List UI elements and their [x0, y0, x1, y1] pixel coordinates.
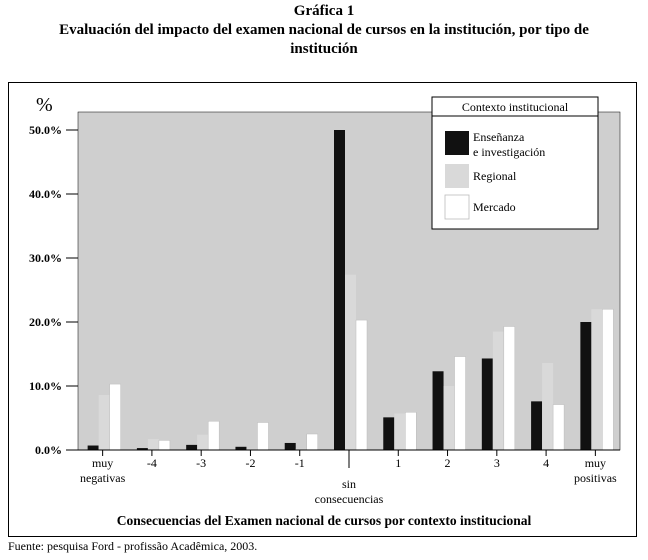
bar — [394, 413, 406, 450]
y-tick-label: 20.0% — [29, 315, 62, 329]
x-tick-label: negativas — [80, 471, 126, 485]
x-tick-label: 3 — [494, 456, 500, 470]
x-tick-label: consecuencias — [315, 492, 384, 506]
y-axis-label: % — [36, 94, 53, 116]
bar — [405, 411, 417, 451]
bar — [602, 308, 614, 451]
bar — [158, 440, 171, 451]
bar — [147, 439, 159, 450]
x-tick-label: 2 — [445, 456, 451, 470]
bars-group — [87, 130, 614, 451]
bar — [109, 383, 121, 451]
bar — [580, 322, 592, 450]
y-tick-label: 0.0% — [35, 443, 62, 457]
bar — [136, 448, 148, 450]
bar — [503, 326, 516, 451]
x-tick-label: -1 — [295, 456, 305, 470]
bar — [355, 319, 368, 451]
bar — [257, 422, 269, 451]
bar — [531, 401, 543, 450]
source-note: Fuente: pesquisa Ford - profissão Acadêm… — [8, 539, 258, 553]
x-tick-label: 4 — [543, 456, 549, 470]
chart-header: Gráfica 1 Evaluación del impacto del exa… — [0, 2, 648, 59]
bar — [345, 274, 356, 450]
x-axis-label: Consecuencias del Examen nacional de cur… — [117, 513, 532, 528]
legend-label: e investigación — [473, 145, 545, 159]
x-tick-label: muy — [585, 456, 606, 470]
bar — [334, 130, 345, 450]
bar — [432, 371, 444, 450]
bar — [235, 446, 247, 450]
x-tick-label: -4 — [147, 456, 157, 470]
bar — [591, 309, 603, 450]
bar — [542, 362, 554, 450]
legend-swatch — [444, 194, 470, 220]
chart-subtitle: Evaluación del impacto del examen nacion… — [59, 22, 589, 57]
bar — [246, 448, 258, 450]
chart-frame — [8, 82, 637, 537]
x-tick-label: muy — [92, 456, 113, 470]
x-tick-label: sin — [342, 477, 356, 491]
x-tick-label: -2 — [245, 456, 255, 470]
bar — [492, 331, 504, 450]
x-tick-label: -3 — [196, 456, 206, 470]
bar — [552, 404, 565, 451]
bar — [481, 358, 493, 450]
bar — [284, 442, 296, 450]
bar — [98, 394, 110, 450]
x-tick-label: 1 — [395, 456, 401, 470]
y-ticks-group: 0.0% 10.0% 20.0% 30.0% 40.0% 50.0% — [29, 123, 78, 457]
bar — [454, 356, 466, 451]
bar — [197, 434, 209, 450]
y-tick-label: 10.0% — [29, 379, 62, 393]
bar — [186, 444, 198, 450]
chart-label: Gráfica 1 — [293, 3, 355, 19]
bar — [207, 420, 220, 451]
legend-title: Contexto institucional — [462, 100, 569, 114]
legend-swatch — [445, 164, 469, 188]
x-tick-label: positivas — [574, 471, 617, 485]
legend-label: Mercado — [473, 200, 516, 214]
bar — [443, 386, 455, 450]
bar — [306, 433, 318, 451]
bar — [383, 417, 395, 450]
bar — [87, 445, 99, 450]
legend-swatch — [445, 131, 469, 155]
legend-label: Regional — [473, 169, 517, 183]
y-tick-label: 40.0% — [29, 187, 62, 201]
y-tick-label: 50.0% — [29, 123, 62, 137]
bar — [295, 448, 307, 450]
legend-label: Enseñanza — [473, 130, 525, 144]
y-tick-label: 30.0% — [29, 251, 62, 265]
